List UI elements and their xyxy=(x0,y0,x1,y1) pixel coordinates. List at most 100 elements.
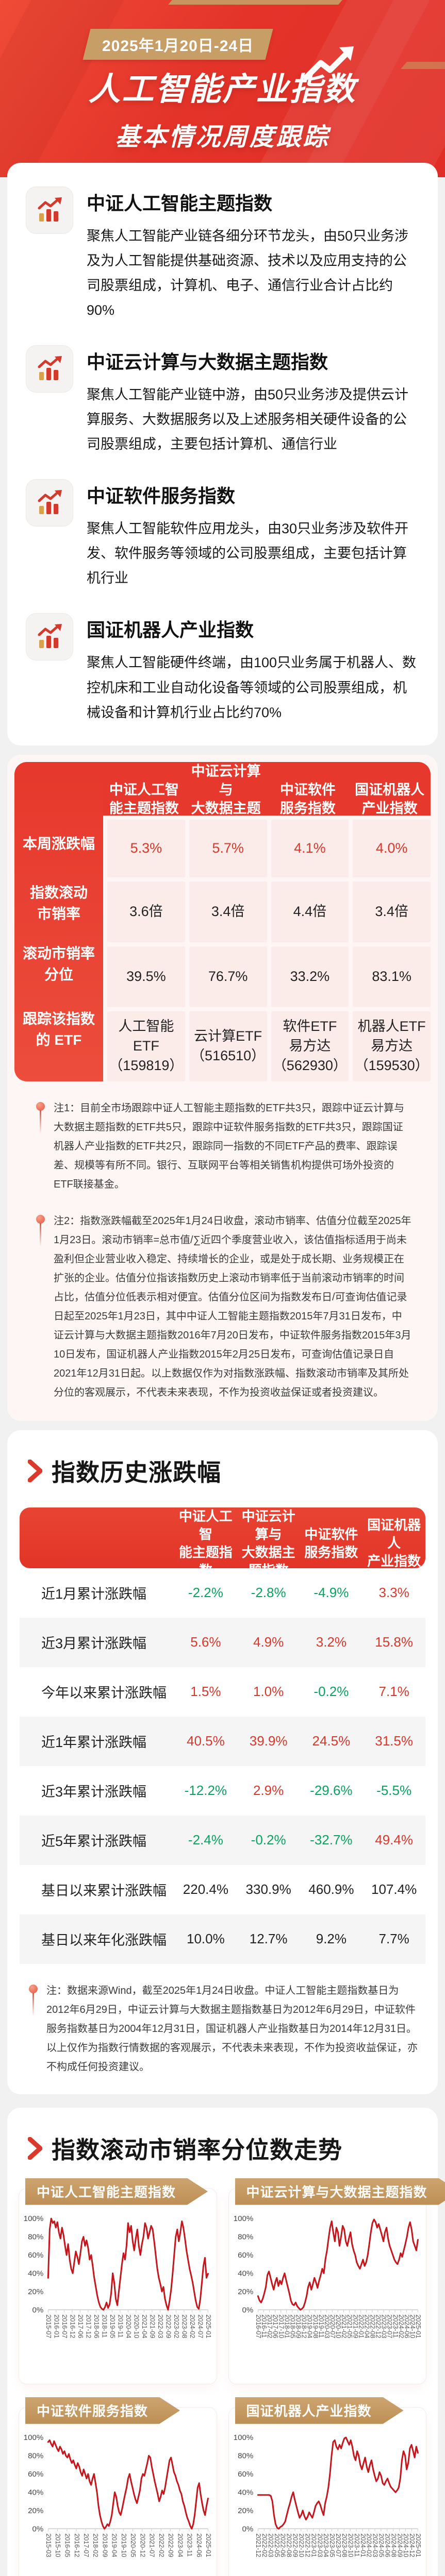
chart-panel-robot: 国证机器人产业指数 0% 20% 40% 60% 80% 100% 2021-12 2022-… xyxy=(228,2407,426,2576)
svg-text:2020-12: 2020-12 xyxy=(139,2533,146,2557)
index-description-card: 中证人工智能主题指数 聚焦人工智能产业链各细分环节龙头，由50只业务涉及为人工智… xyxy=(7,163,438,745)
etf-cell: 人工智能ETF （159819） xyxy=(107,1011,185,1081)
svg-text:40%: 40% xyxy=(28,2269,43,2278)
table-cell: 33.2% xyxy=(271,946,349,1007)
svg-text:2019-05: 2019-05 xyxy=(109,2314,116,2338)
svg-text:2021-05: 2021-05 xyxy=(346,2314,353,2338)
index-item-cloud: 中证云计算与大数据主题指数 聚焦人工智能产业链中游，由50只业务涉及提供云计算服… xyxy=(26,345,419,456)
svg-text:2022-10: 2022-10 xyxy=(298,2533,305,2557)
index-title: 中证软件服务指数 xyxy=(87,485,236,507)
svg-text:2022-04: 2022-04 xyxy=(363,2314,370,2338)
svg-text:20%: 20% xyxy=(238,2506,253,2515)
svg-text:2025-01: 2025-01 xyxy=(205,2314,212,2338)
table-row: 近3年累计涨跌幅 -12.2% 2.9% -29.6% -5.5% xyxy=(41,1783,412,1800)
index-title: 中证人工智能主题指数 xyxy=(87,193,273,214)
svg-text:40%: 40% xyxy=(238,2488,253,2497)
svg-text:2024-06: 2024-06 xyxy=(195,2533,203,2557)
svg-text:0%: 0% xyxy=(242,2524,253,2533)
svg-text:80%: 80% xyxy=(238,2232,253,2241)
svg-text:2024-12: 2024-12 xyxy=(408,2533,416,2557)
svg-text:2017-12: 2017-12 xyxy=(85,2314,92,2338)
page-title: 人工智能产业指数 xyxy=(88,72,357,107)
svg-text:2017-10: 2017-10 xyxy=(277,2314,285,2338)
svg-text:2015-03: 2015-03 xyxy=(45,2533,52,2557)
svg-text:2024-09: 2024-09 xyxy=(396,2533,403,2557)
ps-percentile-chart-ai: 0% 20% 40% 60% 80% 100% 2015-07 2016-01 2016-07 2… xyxy=(21,2210,215,2380)
summary-table-header: 中证人工智 能主题指数 中证云计算与 大数据主题指数 中证软件 服务指数 国证机… xyxy=(103,761,431,835)
svg-text:40%: 40% xyxy=(28,2488,43,2497)
svg-text:2022-02: 2022-02 xyxy=(260,2533,268,2557)
svg-text:2020-07: 2020-07 xyxy=(328,2314,336,2338)
svg-text:2020-10: 2020-10 xyxy=(335,2314,342,2338)
history-note: 注：数据来源Wind，截至2025年1月24日收盘。中证人工智能主题指数基日为2… xyxy=(12,1981,433,2094)
index-description: 聚焦人工智能产业链中游，由50只业务涉及提供云计算服务、大数据服务以及上述服务相… xyxy=(87,387,409,452)
table-row: 基日以来年化涨跌幅 10.0% 12.7% 9.2% 7.7% xyxy=(20,1914,425,1964)
column-header: 中证人工智 能主题指数 xyxy=(109,782,179,817)
svg-text:0%: 0% xyxy=(242,2306,253,2314)
hero-deco-gold-bar xyxy=(168,0,342,5)
table-cell: 4.4倍 xyxy=(271,881,349,942)
svg-text:60%: 60% xyxy=(238,2251,253,2260)
table-cell: 5.3% xyxy=(107,819,185,877)
index-description: 聚焦人工智能软件应用龙头，由30只业务涉及软件开发、软件服务等领域的公司股票组成… xyxy=(87,521,409,586)
svg-text:100%: 100% xyxy=(233,2214,253,2223)
svg-text:60%: 60% xyxy=(28,2251,43,2260)
svg-text:2024-10: 2024-10 xyxy=(409,2314,416,2338)
svg-text:60%: 60% xyxy=(28,2470,43,2479)
table-row: 近5年累计涨跌幅 -2.4% -0.2% -32.7% 49.4% xyxy=(20,1815,425,1865)
svg-text:2023-08: 2023-08 xyxy=(181,2314,188,2338)
section-title-text: 指数历史涨跌幅 xyxy=(52,1459,221,1486)
svg-text:2021-07: 2021-07 xyxy=(149,2533,156,2557)
chart-up-icon xyxy=(26,187,73,234)
chevron-right-icon xyxy=(28,2137,42,2160)
index-description: 聚焦人工智能产业链各细分环节龙头，由50只业务涉及为人工智能提供基础资源、技术以… xyxy=(87,228,409,318)
svg-text:2024-02: 2024-02 xyxy=(189,2314,196,2338)
chart-panel-software: 中证软件服务指数 0% 20% 40% 60% 80% 100% 2015-03 2015-1… xyxy=(19,2407,217,2576)
valuation-card: 指数滚动市销率分位数走势 中证人工智能主题指数 0% 20% 40% 60% 80% 10… xyxy=(7,2107,438,2576)
table-cell: 3.4倍 xyxy=(189,881,267,942)
svg-text:2024-02: 2024-02 xyxy=(397,2314,404,2338)
svg-text:2022-09: 2022-09 xyxy=(165,2314,172,2338)
svg-text:2025-01: 2025-01 xyxy=(415,2314,422,2338)
chart-up-icon xyxy=(26,345,73,393)
table-cell: 3.6倍 xyxy=(107,881,185,942)
svg-text:2023-07: 2023-07 xyxy=(335,2533,342,2557)
svg-text:2022-06: 2022-06 xyxy=(279,2533,286,2557)
svg-text:2015-07: 2015-07 xyxy=(45,2314,52,2338)
svg-text:2023-01: 2023-01 xyxy=(310,2533,317,2557)
svg-text:2018-06: 2018-06 xyxy=(93,2314,100,2338)
index-item-robot: 国证机器人产业指数 聚焦人工智能硬件终端，由100只业务属于机器人、数控机床和工… xyxy=(26,613,419,724)
svg-text:2022-03: 2022-03 xyxy=(267,2533,274,2557)
svg-text:2016-11: 2016-11 xyxy=(260,2314,268,2337)
svg-text:0%: 0% xyxy=(32,2306,43,2314)
svg-text:2016-01: 2016-01 xyxy=(53,2314,60,2338)
svg-text:2022-12: 2022-12 xyxy=(374,2314,382,2338)
table-cell: 76.7% xyxy=(189,946,267,1007)
svg-text:2016-07: 2016-07 xyxy=(255,2314,262,2338)
summary-table-row-labels: 本周涨跌幅 指数滚动 市销率 滚动市销率 分位 跟踪该指数 的 ETF xyxy=(14,761,103,1081)
svg-text:2024-07: 2024-07 xyxy=(197,2314,204,2338)
svg-text:2016-12: 2016-12 xyxy=(73,2533,80,2557)
svg-text:2022-09: 2022-09 xyxy=(291,2533,299,2557)
column-header: 国证机器人 产业指数 xyxy=(355,782,425,817)
svg-text:2021-09: 2021-09 xyxy=(149,2314,156,2338)
etf-cell: 云计算ETF （516510） xyxy=(189,1011,267,1081)
svg-text:20%: 20% xyxy=(28,2506,43,2515)
svg-text:2022-05: 2022-05 xyxy=(273,2533,280,2557)
svg-text:2022-12: 2022-12 xyxy=(304,2533,311,2557)
table-row: 基日以来累计涨跌幅 220.4% 330.9% 460.9% 107.4% xyxy=(41,1882,417,1899)
pin-icon xyxy=(36,1214,45,1247)
ps-percentile-chart-software: 0% 20% 40% 60% 80% 100% 2015-03 2015-10 2016-05 2… xyxy=(21,2429,215,2576)
summary-note-1: 注1：目前全市场跟踪中证人工智能主题指数的ETF共3只，跟踪中证云计算与大数据主… xyxy=(20,1099,425,1194)
svg-text:2016-05: 2016-05 xyxy=(63,2533,71,2557)
section-title-text: 指数滚动市销率分位数走势 xyxy=(52,2136,342,2163)
svg-text:2023-07: 2023-07 xyxy=(386,2314,393,2338)
table-cell: 5.7% xyxy=(189,819,267,877)
svg-text:2023-03: 2023-03 xyxy=(380,2314,387,2338)
summary-table: 本周涨跌幅 指数滚动 市销率 滚动市销率 分位 跟踪该指数 的 ETF 中证人工… xyxy=(14,761,431,1081)
svg-text:2017-07: 2017-07 xyxy=(83,2533,90,2557)
date-badge-label: 2025年1月20日-24日 xyxy=(102,38,254,55)
svg-text:100%: 100% xyxy=(24,2433,44,2442)
table-cell: 83.1% xyxy=(353,946,431,1007)
index-title: 国证机器人产业指数 xyxy=(87,619,254,641)
